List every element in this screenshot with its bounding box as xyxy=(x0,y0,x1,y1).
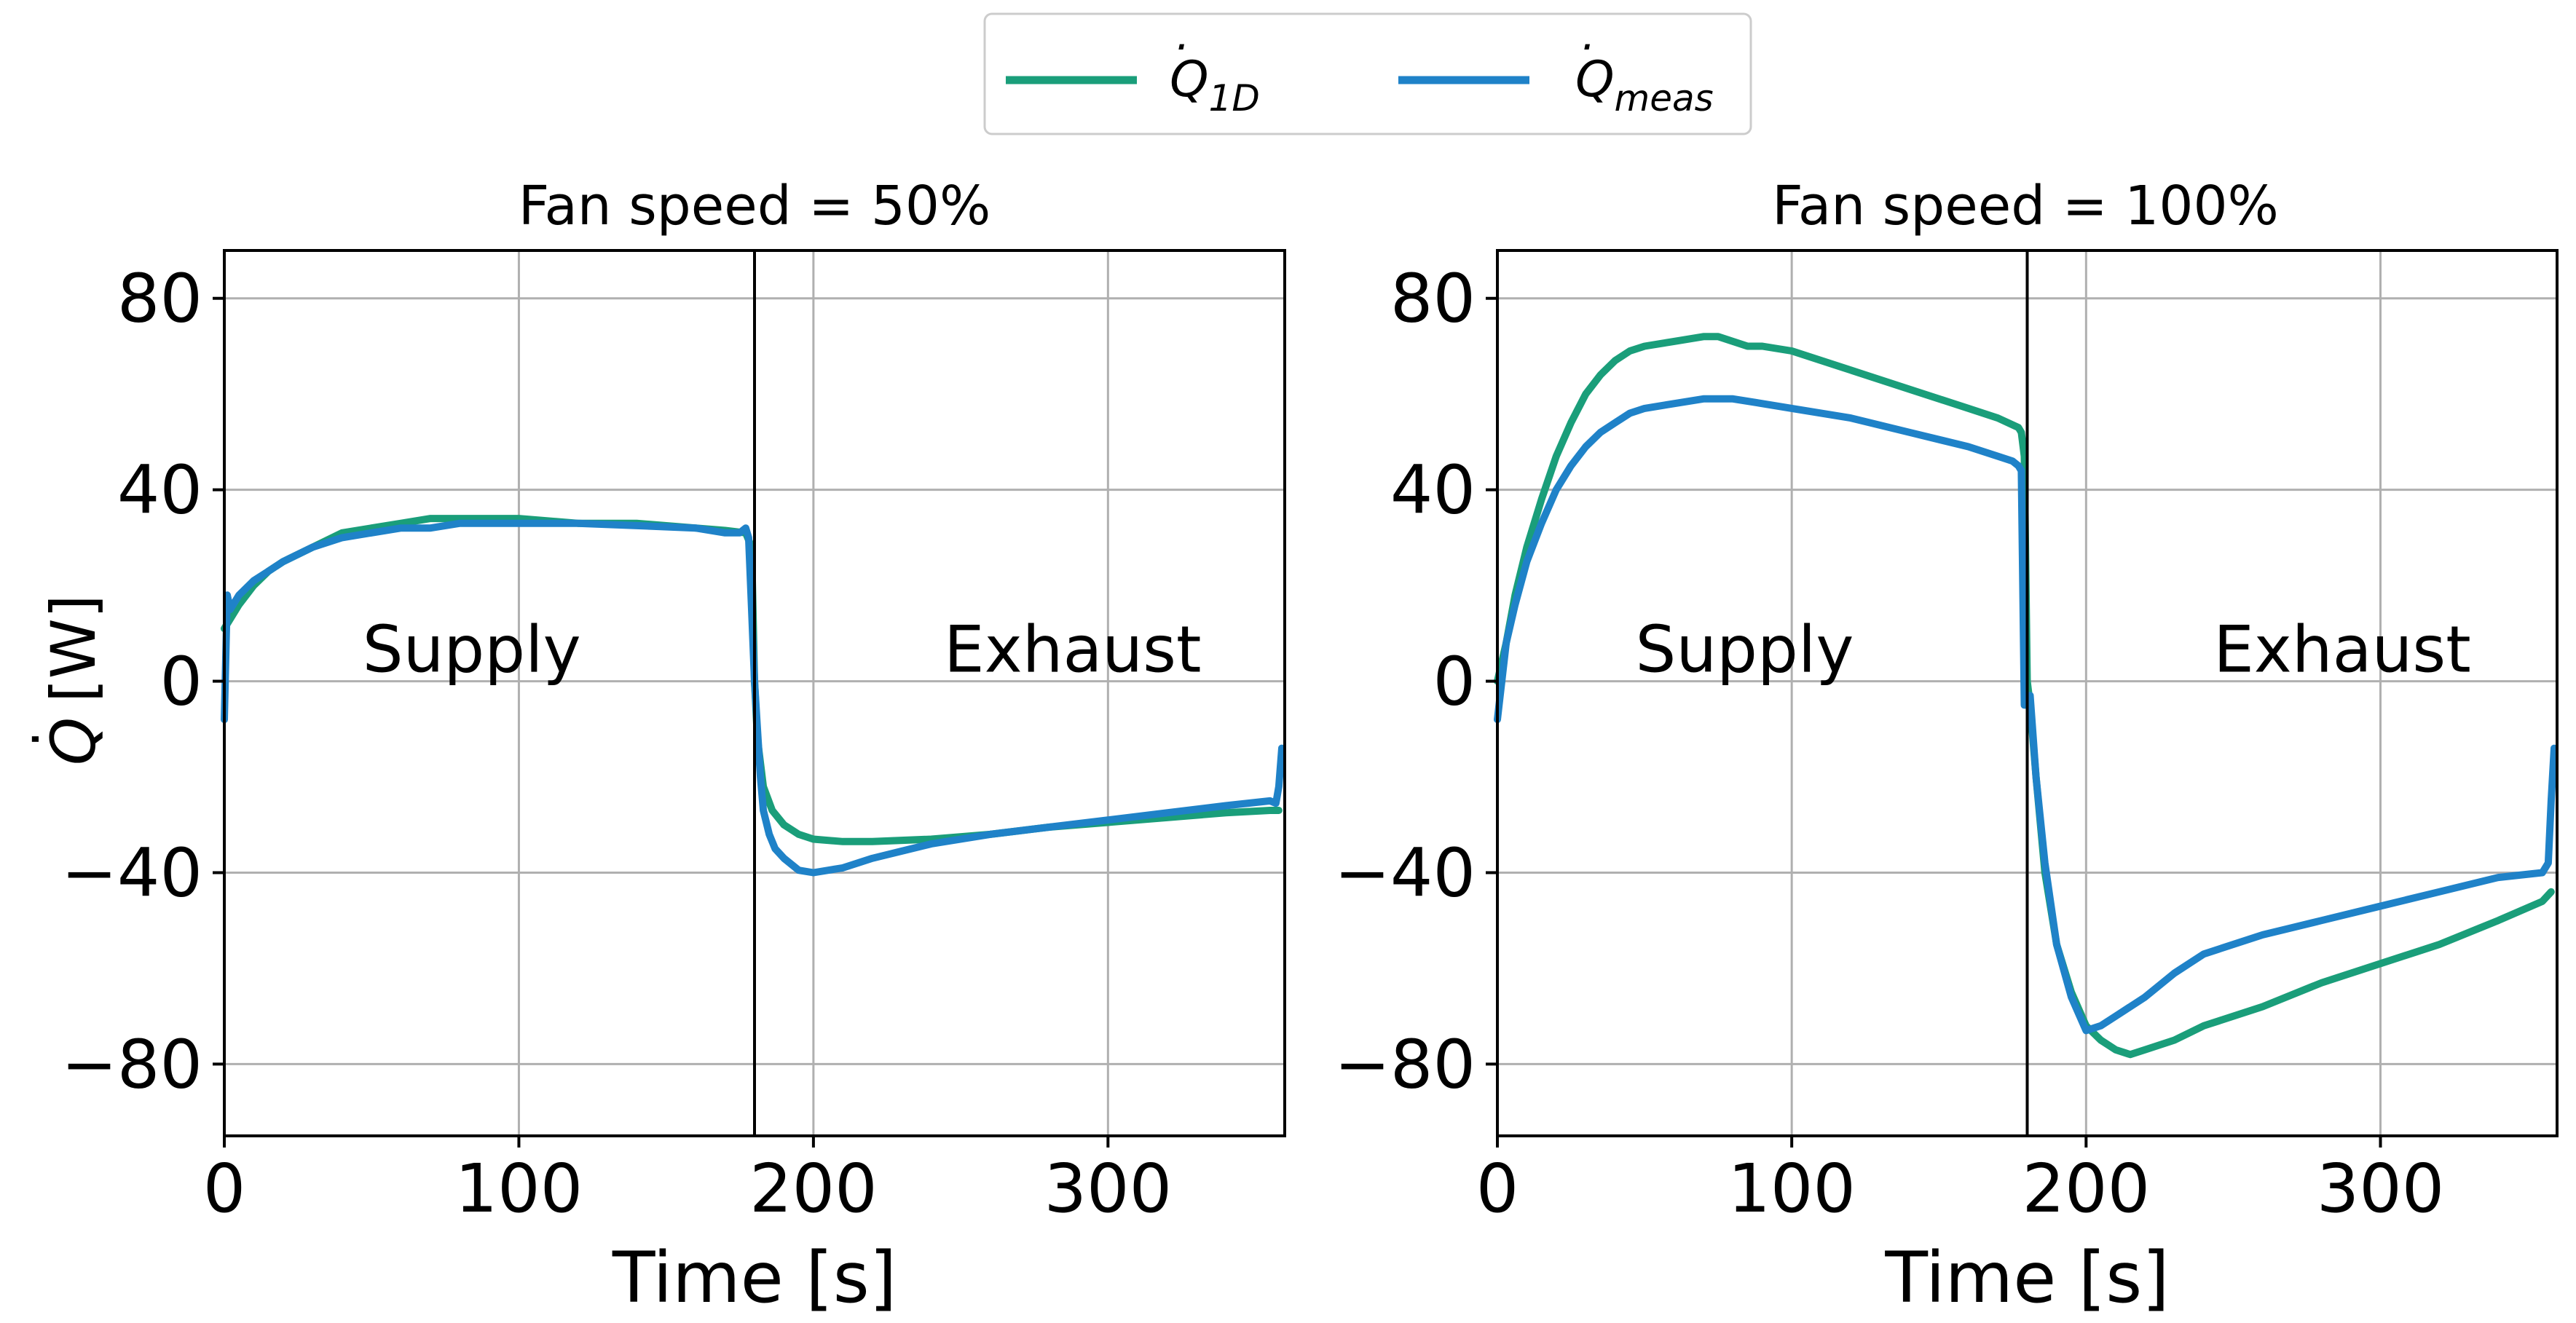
y-axis-label: Q · [W] xyxy=(4,594,109,765)
y-tick-label: 0 xyxy=(1433,643,1476,721)
y-tick-label: 40 xyxy=(1390,451,1476,529)
x-tick-label: 300 xyxy=(2317,1150,2445,1228)
y-tick-label: 80 xyxy=(1390,260,1476,338)
y-ticks: 80 40 0 −40 −80 xyxy=(61,260,224,1103)
x-tick-label: 100 xyxy=(1728,1150,1856,1228)
legend-label-q1d: · Q1D xyxy=(1170,22,1260,119)
legend-label-q1d-dot: · xyxy=(1173,22,1187,73)
panel-fan-50: Fan speed = 50% Supply Exhaust 0 100 200 300… xyxy=(61,175,1286,1319)
y-axis-label-dot: · xyxy=(4,730,67,748)
legend-label-q1d-base: Q xyxy=(1170,51,1209,108)
plot-frame xyxy=(223,249,1286,1137)
annotation-supply: Supply xyxy=(363,612,581,687)
legend-label-qmeas: · Qmeas xyxy=(1575,22,1714,119)
legend-frame xyxy=(983,12,1752,135)
y-tick-label: −40 xyxy=(61,834,202,912)
panel-title: Fan speed = 100% xyxy=(1772,175,2279,237)
series-group xyxy=(1494,333,2558,1059)
legend-label-q1d-text: Q1D xyxy=(1170,51,1260,119)
y-axis-label-symbol: Q xyxy=(38,717,109,765)
legend: · Q1D · Qmeas xyxy=(983,12,1752,135)
legend-label-qmeas-sub: meas xyxy=(1615,77,1714,119)
series-line-qmeas xyxy=(1494,395,2558,1035)
y-tick-label: 80 xyxy=(117,260,202,338)
annotations: Supply Exhaust xyxy=(1636,612,2471,687)
y-tick-label: −80 xyxy=(1334,1025,1476,1103)
annotations: Supply Exhaust xyxy=(363,612,1202,687)
panel-title: Fan speed = 50% xyxy=(519,175,991,237)
annotation-exhaust: Exhaust xyxy=(2213,612,2471,687)
legend-label-qmeas-text: Qmeas xyxy=(1575,51,1714,119)
plot-frame xyxy=(1496,249,2559,1137)
x-axis-label: Time [s] xyxy=(1884,1237,2169,1319)
y-axis-label-unit: [W] xyxy=(38,594,109,703)
x-tick-label: 0 xyxy=(1476,1150,1519,1228)
y-tick-label: 0 xyxy=(159,643,202,721)
series-line-q1d xyxy=(1494,333,2555,1059)
legend-label-q1d-sub: 1D xyxy=(1209,77,1260,119)
annotation-supply: Supply xyxy=(1636,612,1854,687)
y-ticks: 80 40 0 −40 −80 xyxy=(1334,260,1497,1103)
x-tick-label: 200 xyxy=(749,1150,878,1228)
panel-fan-100: Fan speed = 100% Supply Exhaust 0 100 200 30… xyxy=(1334,175,2559,1319)
x-ticks: 0 100 200 300 xyxy=(1476,1136,2445,1228)
x-axis-label: Time [s] xyxy=(612,1237,897,1319)
y-tick-label: −80 xyxy=(61,1025,202,1103)
y-tick-label: −40 xyxy=(1334,834,1476,912)
x-ticks: 0 100 200 300 xyxy=(203,1136,1172,1228)
legend-label-qmeas-dot: · xyxy=(1579,22,1593,73)
annotation-exhaust: Exhaust xyxy=(944,612,1202,687)
x-tick-label: 0 xyxy=(203,1150,246,1228)
x-tick-label: 100 xyxy=(455,1150,583,1228)
y-tick-label: 40 xyxy=(117,451,202,529)
x-tick-label: 300 xyxy=(1044,1150,1173,1228)
legend-label-qmeas-base: Q xyxy=(1575,51,1615,108)
x-tick-label: 200 xyxy=(2022,1150,2151,1228)
